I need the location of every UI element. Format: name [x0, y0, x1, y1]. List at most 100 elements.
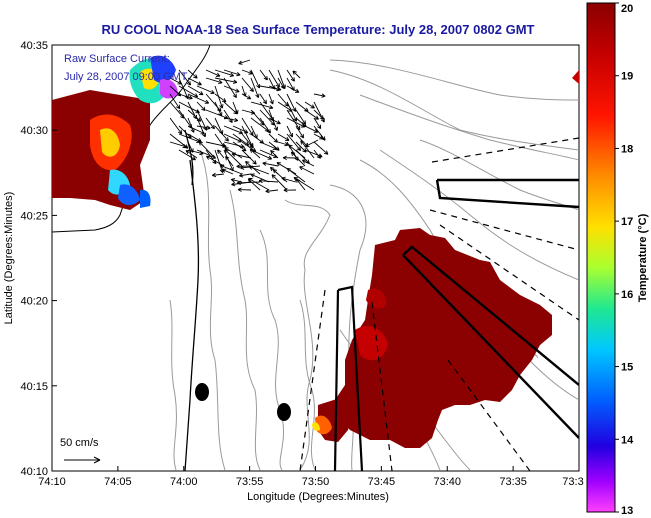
current-vector — [187, 109, 202, 122]
y-tick-label: 40:35 — [20, 40, 48, 52]
current-vector — [313, 117, 322, 130]
current-vector — [214, 69, 235, 77]
current-vector — [214, 77, 238, 84]
current-vector — [277, 141, 289, 147]
current-vector — [295, 125, 305, 139]
current-vector — [283, 187, 297, 193]
current-vector — [248, 177, 270, 191]
current-vector — [223, 69, 241, 77]
x-tick-label: 74:05 — [104, 476, 132, 488]
colorbar-tick-label: 19 — [621, 71, 633, 83]
current-vector — [313, 149, 321, 159]
colorbar-ticks: 20 19 18 17 16 15 14 13 — [615, 2, 634, 517]
current-vector — [286, 167, 306, 183]
scale-arrow: 50 cm/s — [60, 437, 101, 464]
current-vector — [196, 101, 206, 112]
current-vector — [223, 125, 244, 135]
current-vector — [272, 168, 288, 183]
current-vector — [277, 133, 290, 141]
current-vector — [223, 77, 237, 99]
current-vector — [241, 149, 257, 165]
current-vector — [262, 161, 279, 167]
y-axis-ticks: 40:35 40:30 40:25 40:20 40:15 40:10 — [20, 40, 57, 478]
current-vector — [217, 149, 225, 159]
current-vector — [196, 117, 207, 138]
x-tick-label: 73:55 — [236, 476, 264, 488]
current-vector — [301, 159, 315, 167]
current-vector — [268, 133, 279, 143]
y-tick-label: 40:20 — [20, 296, 48, 308]
current-vector — [286, 125, 293, 138]
current-vector — [221, 168, 234, 175]
current-vector — [250, 77, 260, 98]
current-vector — [214, 93, 227, 103]
current-vector — [305, 139, 319, 147]
current-vector — [205, 117, 215, 130]
shoreline — [184, 159, 200, 471]
current-vector — [214, 101, 223, 117]
current-vector — [300, 140, 315, 159]
y-tick-label: 40:10 — [20, 466, 48, 478]
x-tick-label: 74:00 — [170, 476, 198, 488]
current-vector — [237, 187, 252, 192]
scale-label: 50 cm/s — [60, 437, 99, 449]
current-vector — [224, 148, 243, 167]
current-vector — [196, 125, 211, 130]
current-vector — [239, 173, 252, 178]
current-vector — [265, 188, 279, 194]
current-vector — [205, 155, 225, 167]
current-vector — [198, 141, 216, 159]
sst-patch-northwest — [52, 55, 178, 210]
colorbar-label: Temperature (°C) — [637, 213, 649, 302]
buoy-marker-east — [277, 403, 291, 421]
current-vector — [250, 149, 273, 160]
current-vector — [236, 180, 261, 186]
chart-title: RU COOL NOAA-18 Sea Surface Temperature:… — [101, 22, 534, 37]
land-marker — [572, 70, 579, 84]
current-vector — [304, 101, 315, 109]
current-vector — [259, 69, 268, 81]
current-vector — [169, 93, 181, 110]
current-vector — [250, 173, 270, 183]
current-vector — [223, 117, 239, 123]
current-vector — [187, 93, 210, 104]
current-vector — [299, 166, 315, 175]
colorbar-tick-label: 15 — [621, 362, 633, 374]
current-vector — [281, 176, 297, 183]
current-vector — [232, 101, 239, 115]
y-axis-label: Latitude (Degrees:Minutes) — [3, 192, 15, 325]
current-vector — [187, 69, 198, 79]
current-vector — [268, 93, 274, 105]
current-vector — [178, 69, 192, 86]
current-vector — [178, 149, 196, 161]
x-tick-label: 73:40 — [433, 476, 461, 488]
current-vector — [286, 133, 302, 151]
current-vector — [268, 117, 281, 125]
colorbar-tick-label: 13 — [621, 505, 633, 517]
current-vector — [250, 69, 261, 89]
current-vector — [223, 85, 240, 93]
current-vector — [268, 69, 280, 88]
current-vector — [241, 69, 253, 75]
current-vector — [225, 155, 234, 167]
current-vector — [313, 141, 329, 155]
current-vector — [238, 59, 251, 65]
current-vector — [276, 162, 297, 175]
buoy-marker-west — [195, 383, 209, 401]
current-vector — [241, 77, 254, 92]
current-vector — [169, 141, 187, 149]
current-vector — [219, 164, 243, 175]
x-tick-label: 73:35 — [499, 476, 527, 488]
current-vector — [211, 172, 225, 178]
current-vector — [282, 155, 297, 161]
x-tick-label: 73:3 — [562, 476, 583, 488]
current-vector — [214, 133, 225, 148]
current-vector — [231, 152, 252, 159]
current-vector — [304, 125, 319, 133]
current-vector — [178, 93, 193, 100]
current-vector — [288, 144, 306, 159]
current-vector — [178, 101, 200, 114]
current-vector — [169, 117, 183, 135]
current-vector — [241, 93, 252, 100]
